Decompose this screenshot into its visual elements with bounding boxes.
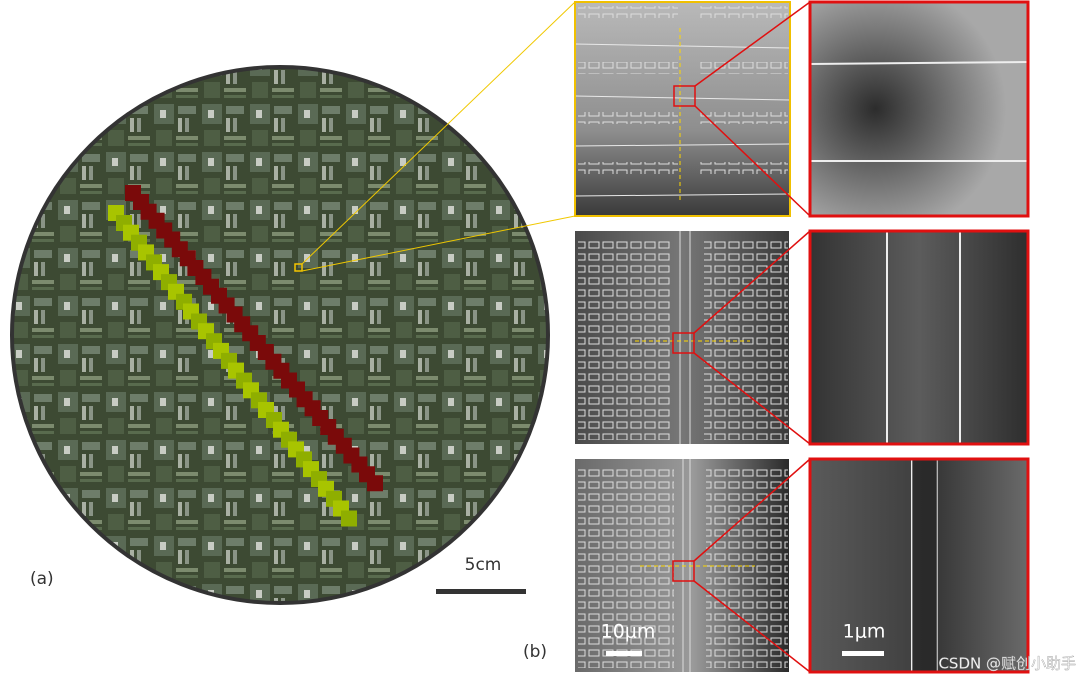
- zoom-box: [294, 263, 303, 272]
- watermark: CSDN @赋创小助手: [938, 655, 1076, 673]
- zoom-callouts: [672, 0, 1030, 674]
- scale-label: 5cm: [465, 555, 502, 575]
- scale-bar: [842, 651, 884, 656]
- defect-row: [367, 475, 383, 492]
- scale-label: 1μm: [843, 621, 886, 643]
- scale-bar: [606, 651, 642, 656]
- defect-row: [341, 510, 357, 527]
- sem-low-1: [574, 1, 791, 217]
- sem-high-1: [809, 2, 1029, 216]
- scale-label: 10μm: [601, 621, 656, 643]
- sem-high-2: [810, 231, 1028, 444]
- panel-label: (a): [30, 569, 54, 589]
- scale-bar: [436, 589, 526, 594]
- panel-label: (b): [523, 642, 547, 662]
- sem-high-3: 1μm: [810, 459, 1028, 672]
- zoom-line: [301, 1, 576, 265]
- zoom-line: [301, 215, 576, 272]
- wafer: [10, 65, 550, 605]
- sem-low-3: 10μm: [575, 459, 789, 672]
- sem-low-2: [575, 231, 789, 444]
